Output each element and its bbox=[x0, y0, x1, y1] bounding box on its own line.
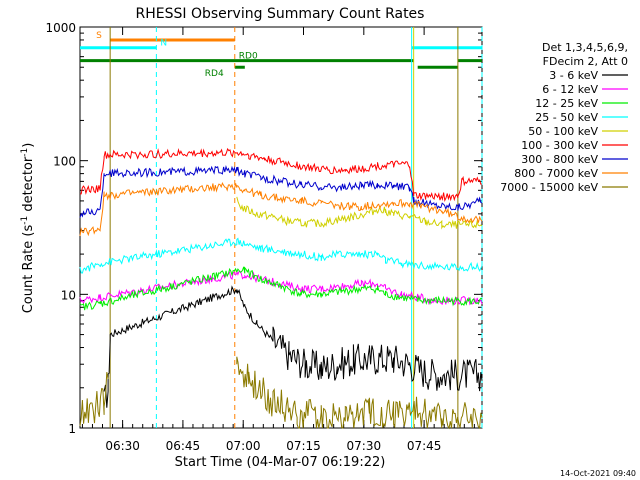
series-line-0 bbox=[103, 285, 483, 408]
flag-label-s: S bbox=[96, 31, 102, 41]
chart-title: RHESSI Observing Summary Count Rates bbox=[136, 6, 425, 22]
y-label-end: ) bbox=[21, 143, 36, 148]
y-tick-label: 10 bbox=[61, 288, 76, 302]
axes-layer: 1 10 100 1000 06:30 06:45 07:00 07:15 07:30 07:45 bbox=[45, 21, 482, 453]
series-layer bbox=[79, 147, 483, 430]
y-label-mid: detector bbox=[21, 156, 36, 216]
x-axis-label: Start Time (04-Mar-07 06:19:22) bbox=[175, 455, 386, 470]
x-tick-label: 06:45 bbox=[166, 439, 201, 453]
series-line-5 bbox=[79, 147, 482, 203]
y-label-sup-2: -1 bbox=[20, 148, 30, 157]
legend-header-line: Det 1,3,4,5,6,9, bbox=[542, 41, 628, 54]
footer-timestamp: 14-Oct-2021 09:40 bbox=[560, 469, 636, 478]
series-line-2 bbox=[79, 266, 483, 311]
series-line-7 bbox=[79, 181, 483, 237]
x-tick-label: 07:45 bbox=[407, 439, 442, 453]
legend: Det 1,3,4,5,6,9,FDecim 2, Att 03 - 6 keV… bbox=[500, 41, 628, 194]
legend-label: 3 - 6 keV bbox=[549, 69, 598, 82]
y-label-sup-1: -1 bbox=[20, 216, 30, 225]
y-label-main: Count Rate (s bbox=[21, 225, 36, 314]
y-tick-label: 100 bbox=[53, 155, 76, 169]
x-tick-label: 06:30 bbox=[105, 439, 140, 453]
flag-label-rd4: RD4 bbox=[205, 69, 224, 79]
legend-label: 12 - 25 keV bbox=[535, 97, 598, 110]
legend-header-line: FDecim 2, Att 0 bbox=[543, 55, 628, 68]
legend-label: 7000 - 15000 keV bbox=[500, 181, 598, 194]
legend-label: 800 - 7000 keV bbox=[514, 167, 598, 180]
series-line-6 bbox=[79, 164, 483, 218]
x-tick-label: 07:30 bbox=[347, 439, 382, 453]
flag-label-rd0: RD0 bbox=[239, 52, 258, 62]
legend-label: 100 - 300 keV bbox=[521, 139, 598, 152]
legend-label: 25 - 50 keV bbox=[535, 111, 598, 124]
legend-label: 50 - 100 keV bbox=[528, 125, 598, 138]
x-tick-label: 07:15 bbox=[286, 439, 321, 453]
flag-label-n: N bbox=[160, 39, 167, 49]
series-line-8 bbox=[79, 356, 483, 430]
vertical-lines-layer bbox=[109, 27, 483, 428]
flags-layer: S N RD0 RD4 bbox=[80, 31, 482, 79]
series-line-4 bbox=[236, 196, 483, 230]
x-tick-label: 07:00 bbox=[226, 439, 261, 453]
legend-label: 6 - 12 keV bbox=[542, 83, 598, 96]
y-tick-label: 1 bbox=[68, 422, 76, 436]
legend-label: 300 - 800 keV bbox=[521, 153, 598, 166]
series-line-3 bbox=[79, 237, 483, 274]
y-axis-label: Count Rate (s-1 detector-1) bbox=[20, 143, 36, 314]
y-tick-label: 1000 bbox=[45, 21, 76, 35]
